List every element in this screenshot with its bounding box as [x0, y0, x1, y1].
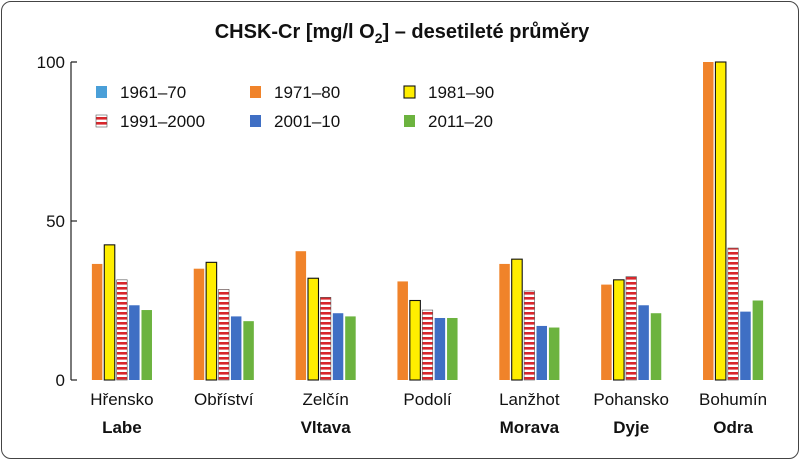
bar-h-ensko-2001-10 — [129, 305, 140, 380]
chart-title: CHSK-Cr [mg/l O2] – desetileté průměry — [215, 21, 590, 46]
bar-podol-2001-10 — [434, 317, 446, 380]
legend-swatch-2001-10 — [250, 115, 261, 127]
bar-pohansko-1991-2000 — [625, 276, 637, 381]
legend-swatch-1971-80 — [250, 86, 261, 98]
y-tick-label-0: 0 — [56, 371, 65, 390]
chart-title-subscript: 2 — [375, 30, 383, 46]
bar-pohansko-2011-20 — [650, 313, 662, 380]
bar-ob-stv-1981-90 — [205, 261, 218, 381]
x-label-zel-n: Zelčín — [302, 390, 348, 409]
bar-podol-1971-80 — [397, 281, 408, 380]
bar-podol-1991-2000 — [421, 309, 434, 381]
x-label-ob-stv: Obříství — [194, 390, 254, 409]
bar-ob-stv-1991-2000 — [218, 289, 230, 381]
bar-pohansko-2001-10 — [638, 305, 649, 380]
bar-lan-hot-1991-2000 — [523, 290, 535, 381]
bar-lan-hot-1981-90 — [511, 258, 523, 381]
x-label-h-ensko: Hřensko — [90, 390, 153, 409]
x-label-bohum-n: Bohumín — [699, 390, 767, 409]
bar-pohansko-1971-80 — [601, 284, 612, 380]
bar-pohansko-1981-90 — [613, 279, 625, 381]
bar-bohum-n-2001-10 — [740, 311, 751, 380]
legend-swatch-1991-2000 — [95, 114, 108, 128]
legend-label-1991-2000: 1991–2000 — [120, 112, 205, 131]
bar-h-ensko-1981-90 — [103, 244, 116, 381]
bar-bohum-n-1981-90 — [714, 61, 727, 381]
y-tick-label-100: 100 — [37, 53, 65, 72]
bar-h-ensko-1991-2000 — [116, 279, 128, 381]
legend-label-1971-80: 1971–80 — [274, 83, 340, 102]
x-axis-labels: Hřensko Obříství Zelčín Podolí Lanžhot Pohans… — [90, 390, 767, 437]
bar-lan-hot-2001-10 — [536, 325, 548, 380]
chart-title-main: CHSK-Cr [mg/l O — [215, 21, 375, 43]
river-label-dyje: Dyje — [613, 418, 649, 437]
bar-zel-n-1971-80 — [295, 251, 307, 380]
bar-ob-stv-2001-10 — [230, 316, 242, 380]
bar-zel-n-2001-10 — [332, 313, 344, 380]
legend-label-2011-20: 2011–20 — [428, 112, 493, 131]
river-label-vltava: Vltava — [301, 418, 352, 437]
y-axis: 0 50 100 — [37, 53, 77, 390]
bar-podol-2011-20 — [447, 317, 458, 380]
chart-title-rest: ] – desetileté průměry — [383, 21, 591, 43]
x-label-lan-hot: Lanžhot — [499, 390, 560, 409]
legend-label-2001-10: 2001–10 — [274, 112, 340, 131]
x-label-pohansko: Pohansko — [593, 390, 669, 409]
bar-zel-n-1981-90 — [307, 277, 320, 381]
river-label-morava: Morava — [500, 418, 560, 437]
bar-podol-1981-90 — [409, 299, 421, 381]
bar-bohum-n-1971-80 — [703, 62, 714, 380]
bar-h-ensko-2011-20 — [141, 310, 152, 380]
legend-swatch-2011-20 — [404, 115, 415, 127]
y-tick-label-50: 50 — [46, 212, 65, 231]
bar-zel-n-1991-2000 — [320, 297, 332, 381]
river-label-labe: Labe — [102, 418, 142, 437]
bar-bohum-n-1991-2000 — [727, 247, 739, 381]
bar-h-ensko-1971-80 — [91, 263, 103, 380]
bar-zel-n-2011-20 — [345, 316, 356, 380]
legend-swatch-1961-70 — [96, 86, 107, 98]
bar-lan-hot-2011-20 — [548, 327, 560, 380]
legend-swatch-1981-90 — [403, 85, 416, 99]
legend-label-1981-90: 1981–90 — [428, 83, 494, 102]
legend-label-1961-70: 1961–70 — [120, 83, 186, 102]
bar-ob-stv-2011-20 — [243, 321, 254, 380]
river-label-odra: Odra — [713, 418, 753, 437]
bar-lan-hot-1971-80 — [499, 263, 510, 380]
x-label-podol: Podolí — [403, 390, 451, 409]
legend: 1961–70 1971–80 1981–90 1991–2000 2001–10 201… — [95, 83, 494, 131]
bar-bohum-n-2011-20 — [752, 300, 764, 380]
bars — [91, 61, 764, 381]
bar-ob-stv-1971-80 — [193, 268, 205, 380]
